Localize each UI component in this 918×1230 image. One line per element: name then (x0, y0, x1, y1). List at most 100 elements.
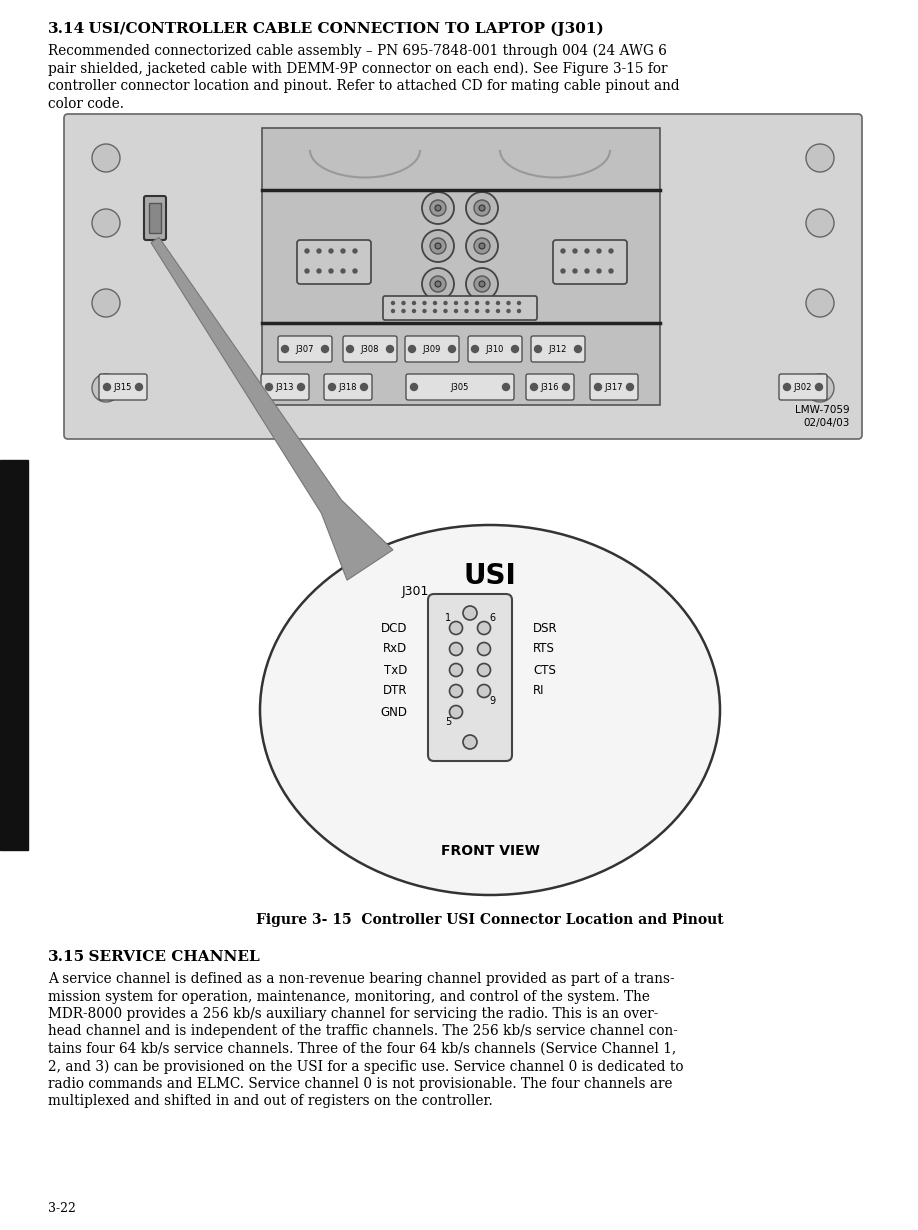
Circle shape (450, 685, 463, 697)
Text: USI: USI (464, 562, 516, 590)
Text: J305: J305 (451, 383, 469, 391)
Text: J315: J315 (114, 383, 132, 391)
Circle shape (575, 346, 581, 353)
Circle shape (454, 301, 457, 305)
Circle shape (465, 301, 468, 305)
Circle shape (595, 384, 601, 390)
Circle shape (104, 384, 110, 390)
Text: multiplexed and shifted in and out of registers on the controller.: multiplexed and shifted in and out of re… (48, 1095, 493, 1108)
FancyBboxPatch shape (278, 336, 332, 362)
Text: J308: J308 (361, 344, 379, 353)
Text: 3.15: 3.15 (48, 950, 85, 964)
Circle shape (507, 301, 510, 305)
Text: tains four 64 kb/s service channels. Three of the four 64 kb/s channels (Service: tains four 64 kb/s service channels. Thr… (48, 1042, 677, 1057)
Circle shape (497, 310, 499, 312)
FancyBboxPatch shape (553, 240, 627, 284)
Circle shape (329, 248, 333, 253)
Text: MDR-8000 provides a 256 kb/s auxiliary channel for servicing the radio. This is : MDR-8000 provides a 256 kb/s auxiliary c… (48, 1007, 658, 1021)
Circle shape (783, 384, 790, 390)
Circle shape (449, 346, 455, 353)
Circle shape (92, 374, 120, 402)
Circle shape (450, 663, 463, 676)
Circle shape (477, 642, 490, 656)
Text: DCD: DCD (380, 621, 407, 635)
FancyBboxPatch shape (590, 374, 638, 400)
Circle shape (297, 384, 305, 390)
Circle shape (476, 301, 478, 305)
Text: Figure 3‑ 15  Controller USI Connector Location and Pinout: Figure 3‑ 15 Controller USI Connector Lo… (256, 913, 723, 927)
Circle shape (597, 248, 601, 253)
Circle shape (454, 310, 457, 312)
Circle shape (422, 268, 454, 300)
Circle shape (502, 384, 509, 390)
Text: 9: 9 (489, 696, 495, 706)
Circle shape (430, 200, 446, 216)
Circle shape (136, 384, 142, 390)
Circle shape (391, 301, 395, 305)
Circle shape (466, 230, 498, 262)
Circle shape (430, 276, 446, 292)
Text: controller connector location and pinout. Refer to attached CD for mating cable : controller connector location and pinout… (48, 79, 679, 93)
Circle shape (477, 685, 490, 697)
Circle shape (341, 269, 345, 273)
Text: FRONT VIEW: FRONT VIEW (441, 844, 540, 859)
FancyBboxPatch shape (144, 196, 166, 240)
Text: color code.: color code. (48, 96, 124, 111)
Text: J307: J307 (296, 344, 314, 353)
Circle shape (479, 205, 485, 212)
Circle shape (573, 269, 577, 273)
Circle shape (626, 384, 633, 390)
Circle shape (815, 384, 823, 390)
Circle shape (497, 301, 499, 305)
FancyBboxPatch shape (261, 374, 309, 400)
Circle shape (486, 301, 489, 305)
FancyBboxPatch shape (468, 336, 522, 362)
Circle shape (472, 346, 478, 353)
Text: J309: J309 (423, 344, 442, 353)
FancyBboxPatch shape (526, 374, 574, 400)
Text: DTR: DTR (383, 685, 407, 697)
Text: J313: J313 (275, 383, 295, 391)
FancyBboxPatch shape (324, 374, 372, 400)
Text: RxD: RxD (383, 642, 407, 656)
Polygon shape (151, 237, 393, 581)
FancyBboxPatch shape (383, 296, 537, 320)
Circle shape (329, 269, 333, 273)
Circle shape (353, 269, 357, 273)
Circle shape (435, 244, 441, 248)
Circle shape (561, 248, 565, 253)
Circle shape (391, 310, 395, 312)
FancyBboxPatch shape (64, 114, 862, 439)
Circle shape (412, 301, 416, 305)
Text: Recommended connectorized cable assembly – PN 695-7848-001 through 004 (24 AWG 6: Recommended connectorized cable assembly… (48, 44, 666, 58)
Circle shape (511, 346, 519, 353)
Circle shape (92, 209, 120, 237)
Text: J318: J318 (339, 383, 357, 391)
Circle shape (412, 310, 416, 312)
Bar (262, 128, 660, 405)
Circle shape (346, 346, 353, 353)
Text: mission system for operation, maintenance, monitoring, and control of the system: mission system for operation, maintenanc… (48, 989, 650, 1004)
Circle shape (329, 384, 335, 390)
Text: GND: GND (380, 706, 407, 718)
Text: TxD: TxD (384, 663, 407, 676)
FancyBboxPatch shape (779, 374, 827, 400)
Circle shape (518, 310, 521, 312)
Circle shape (92, 144, 120, 172)
Circle shape (806, 144, 834, 172)
Text: SERVICE CHANNEL: SERVICE CHANNEL (78, 950, 260, 964)
Circle shape (474, 200, 490, 216)
Circle shape (423, 301, 426, 305)
Circle shape (507, 310, 510, 312)
Circle shape (561, 269, 565, 273)
Circle shape (386, 346, 394, 353)
Circle shape (806, 209, 834, 237)
Circle shape (806, 374, 834, 402)
Circle shape (531, 384, 538, 390)
Circle shape (410, 384, 418, 390)
Circle shape (463, 606, 477, 620)
Text: RI: RI (533, 685, 544, 697)
Circle shape (534, 346, 542, 353)
Text: A service channel is defined as a non-revenue bearing channel provided as part o: A service channel is defined as a non-re… (48, 972, 675, 986)
Circle shape (305, 248, 309, 253)
